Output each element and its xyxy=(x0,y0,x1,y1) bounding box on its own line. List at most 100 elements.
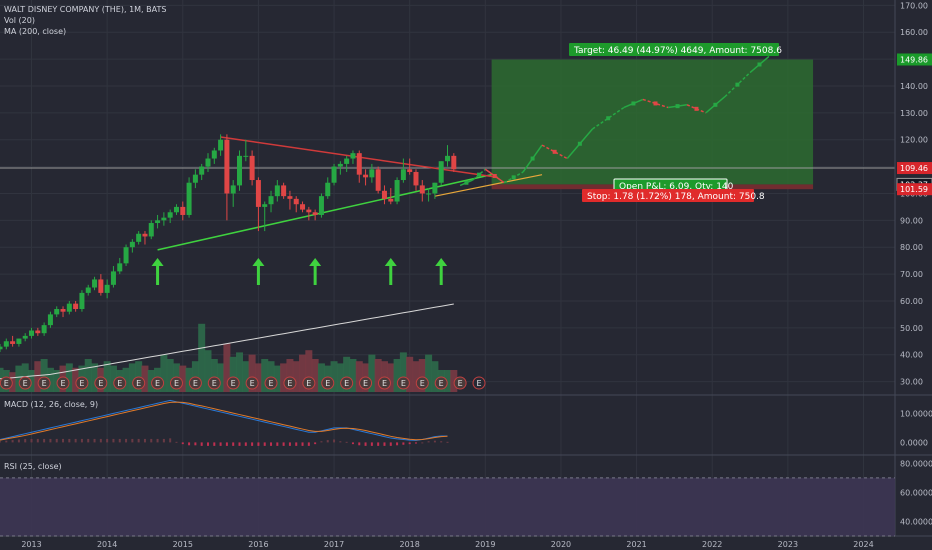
volume-bar xyxy=(280,363,288,392)
macd-hist-bar xyxy=(251,442,254,446)
stop-label-text: Stop: 1.78 (1.72%) 178, Amount: 750.8 xyxy=(587,192,765,202)
macd-hist-bar xyxy=(131,438,134,443)
candle-body xyxy=(274,185,280,197)
macd-hist-bar xyxy=(150,438,153,443)
earnings-marker-icon[interactable]: E xyxy=(113,376,127,390)
volume-bar xyxy=(336,363,344,392)
earnings-marker-icon[interactable]: E xyxy=(18,376,32,390)
candle-body xyxy=(281,185,287,197)
earnings-marker-icon[interactable]: E xyxy=(340,376,354,390)
earnings-circle xyxy=(302,376,316,390)
macd-tick-label: 10.0000 xyxy=(900,409,932,418)
earnings-marker-icon[interactable]: E xyxy=(283,376,297,390)
target-label[interactable]: Target: 46.49 (44.97%) 4649, Amount: 750… xyxy=(569,43,782,56)
earnings-marker-icon[interactable]: E xyxy=(207,376,221,390)
volume-bar xyxy=(317,363,325,392)
arrow-head-icon xyxy=(151,258,164,266)
rsi-legend[interactable]: RSI (25, close) xyxy=(4,462,62,471)
earnings-marker-icon[interactable]: E xyxy=(132,376,146,390)
candle-body xyxy=(35,330,41,334)
macd-hist-bar xyxy=(408,442,411,445)
volume-bar xyxy=(65,363,73,392)
entry-trendline[interactable] xyxy=(434,174,543,197)
pnl-label[interactable]: Open P&L: 6.09, Qty: 140 xyxy=(613,178,734,193)
candlesticks xyxy=(0,134,457,353)
candle-body xyxy=(155,220,161,224)
candle-body xyxy=(161,217,167,221)
volume-bar xyxy=(160,354,168,392)
rsi-axis[interactable]: 80.0000 60.0000 40.0000 xyxy=(900,459,932,526)
earnings-marker-icon[interactable]: E xyxy=(56,376,70,390)
projection-candle xyxy=(713,102,718,107)
candle-body xyxy=(136,233,142,242)
volume-bar xyxy=(387,363,395,392)
earnings-marker-icon[interactable]: E xyxy=(359,376,373,390)
macd-hist-bar xyxy=(377,442,380,446)
volume-bar xyxy=(229,356,237,392)
macd-hist-bar xyxy=(307,442,310,446)
earnings-letter: E xyxy=(4,379,9,388)
target-label-text: Target: 46.49 (44.97%) 4649, Amount: 750… xyxy=(573,46,782,56)
earnings-marker-icon[interactable]: E xyxy=(472,376,486,390)
candle-body xyxy=(104,284,110,293)
volume-bar xyxy=(46,367,54,392)
support-arrows[interactable] xyxy=(151,258,448,285)
macd-hist-bar xyxy=(0,441,1,443)
earnings-circle xyxy=(453,376,467,390)
candle-body xyxy=(92,279,98,288)
earnings-marker-icon[interactable]: E xyxy=(396,376,410,390)
macd-hist-bar xyxy=(440,441,443,443)
candle-body xyxy=(41,325,47,334)
earnings-marker-icon[interactable]: E xyxy=(434,376,448,390)
earnings-marker-icon[interactable]: E xyxy=(264,376,278,390)
candle-body xyxy=(268,196,274,205)
earnings-marker-icon[interactable]: E xyxy=(415,376,429,390)
macd-hist-bar xyxy=(427,441,430,443)
earnings-marker-icon[interactable]: E xyxy=(0,376,13,390)
earnings-letter: E xyxy=(174,379,179,388)
candle-body xyxy=(287,196,293,199)
profit-zone[interactable] xyxy=(491,59,814,185)
candle-body xyxy=(0,346,3,350)
volume-legend[interactable]: Vol (20) xyxy=(4,16,35,25)
earnings-marker-icon[interactable]: E xyxy=(75,376,89,390)
earnings-marker-icon[interactable]: E xyxy=(321,376,335,390)
projection-segment xyxy=(472,168,486,181)
candle-body xyxy=(29,330,35,336)
earnings-marker-icon[interactable]: E xyxy=(37,376,51,390)
earnings-marker-icon[interactable]: E xyxy=(302,376,316,390)
macd-hist-bar xyxy=(314,442,317,445)
time-axis[interactable]: 2013 2014 2015 2016 2017 2018 2019 2020 2021 2022… xyxy=(21,540,873,549)
earnings-letter: E xyxy=(60,379,65,388)
macd-legend[interactable]: MACD (12, 26, close, 9) xyxy=(4,400,98,409)
earnings-marker-icon[interactable]: E xyxy=(453,376,467,390)
candle-body xyxy=(16,338,22,344)
macd-hist-bar xyxy=(364,442,367,446)
earnings-marker-icon[interactable]: E xyxy=(169,376,183,390)
earnings-marker-icon[interactable]: E xyxy=(94,376,108,390)
macd-hist-bar xyxy=(112,438,115,443)
earnings-letter: E xyxy=(287,379,292,388)
symbol-legend[interactable]: WALT DISNEY COMPANY (THE), 1M, BATS xyxy=(4,5,166,14)
earnings-marker-icon[interactable]: E xyxy=(245,376,259,390)
macd-hist-bar xyxy=(396,442,399,446)
stop-label[interactable]: Stop: 1.78 (1.72%) 178, Amount: 750.8 xyxy=(582,189,765,202)
projection-path[interactable] xyxy=(459,55,770,187)
price-tick-label: 60.00 xyxy=(900,297,923,306)
earnings-circle xyxy=(151,376,165,390)
macd-hist-bar xyxy=(143,438,146,443)
earnings-marker-icon[interactable]: E xyxy=(188,376,202,390)
price-tick-label: 160.00 xyxy=(900,28,928,37)
volume-bar xyxy=(305,350,313,392)
earnings-marker-icon[interactable]: E xyxy=(377,376,391,390)
candle-body xyxy=(3,341,9,347)
macd-axis[interactable]: 10.0000 0.0000 xyxy=(900,409,932,447)
ma-legend[interactable]: MA (200, close) xyxy=(4,27,66,36)
macd-hist-bar xyxy=(446,441,449,443)
earnings-letter: E xyxy=(212,379,217,388)
earnings-marker-icon[interactable]: E xyxy=(226,376,240,390)
candle-body xyxy=(344,158,350,164)
earnings-marker-icon[interactable]: E xyxy=(151,376,165,390)
